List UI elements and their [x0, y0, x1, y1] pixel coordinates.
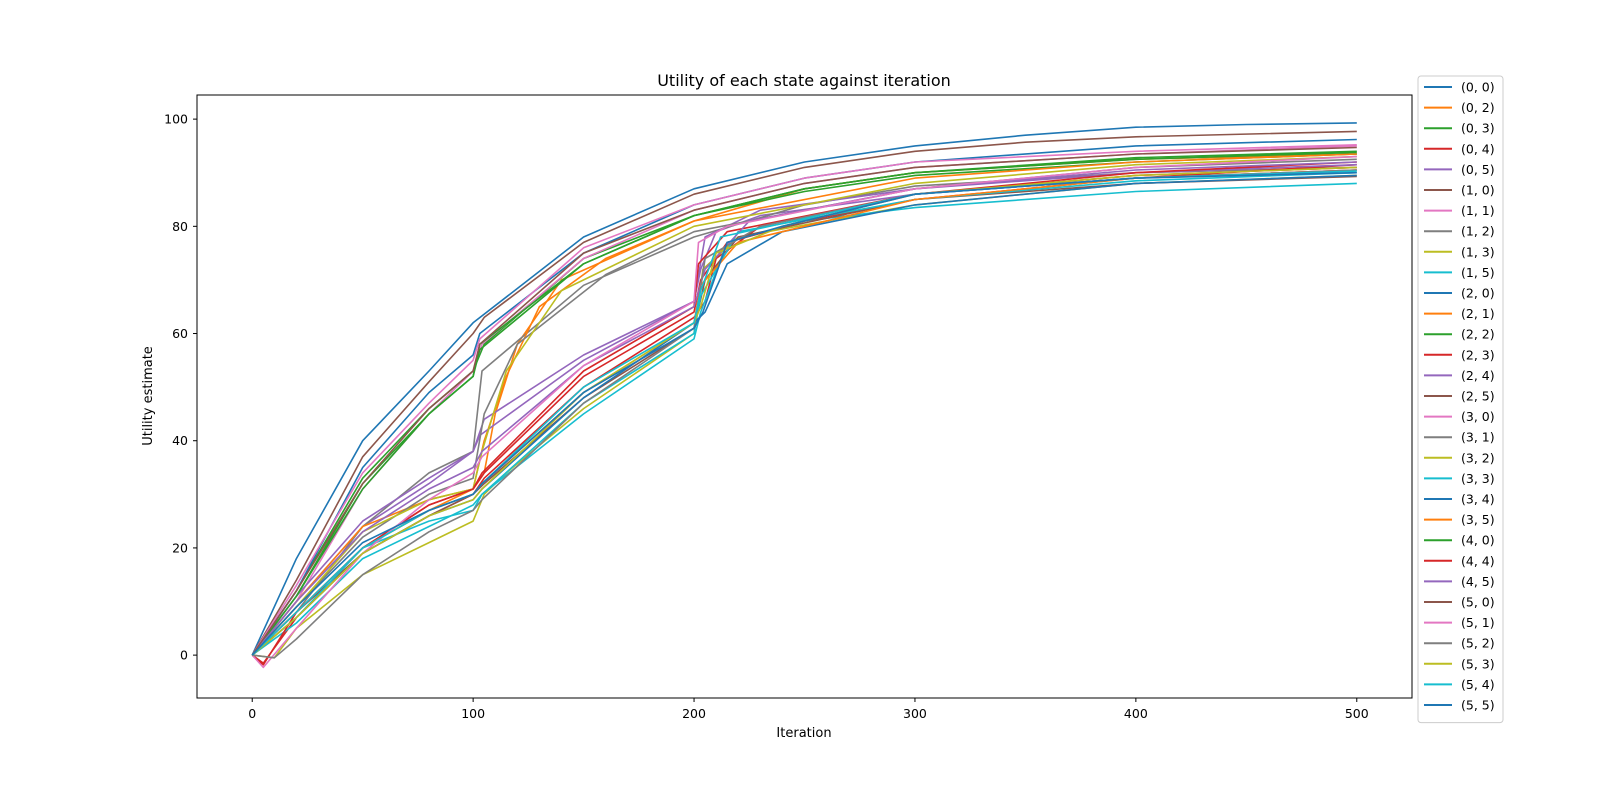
legend-label: (2, 5) [1461, 389, 1495, 404]
series-line-0 [251, 122, 1357, 656]
series-line-25 [251, 146, 1357, 656]
x-tick-label: 300 [903, 706, 927, 721]
series-line-17 [251, 158, 1357, 656]
x-tick-label: 200 [682, 706, 706, 721]
legend-label: (4, 0) [1461, 533, 1495, 548]
legend-label: (0, 5) [1461, 162, 1495, 177]
legend-label: (2, 3) [1461, 347, 1495, 362]
legend-label: (3, 0) [1461, 409, 1495, 424]
legend-label: (4, 5) [1461, 574, 1495, 589]
series-line-22 [251, 151, 1357, 656]
legend-label: (3, 1) [1461, 430, 1495, 445]
series-line-11 [251, 153, 1357, 656]
legend-label: (1, 0) [1461, 183, 1495, 198]
x-tick-label: 100 [461, 706, 485, 721]
series-line-16 [251, 144, 1357, 656]
legend-label: (5, 3) [1461, 656, 1495, 671]
series-line-9 [251, 182, 1357, 656]
legend-label: (2, 2) [1461, 327, 1495, 342]
legend-label: (5, 5) [1461, 698, 1495, 713]
series-line-23 [251, 161, 1357, 666]
series-line-5 [251, 130, 1357, 656]
series-line-26 [251, 155, 1357, 669]
series-line-30 [251, 171, 1357, 656]
legend-label: (0, 4) [1461, 141, 1495, 156]
series-line-8 [252, 174, 1357, 659]
legend-label: (2, 1) [1461, 306, 1495, 321]
series-layer [251, 122, 1357, 669]
legend-label: (1, 5) [1461, 265, 1495, 280]
legend-label: (2, 4) [1461, 368, 1495, 383]
x-axis-label: Iteration [776, 726, 831, 741]
series-line-28 [251, 166, 1357, 656]
legend-label: (5, 2) [1461, 636, 1495, 651]
legend-label: (5, 0) [1461, 595, 1495, 610]
legend-label: (1, 2) [1461, 224, 1495, 239]
legend-label: (0, 2) [1461, 100, 1495, 115]
y-tick-label: 80 [172, 219, 188, 234]
series-line-24 [251, 161, 1357, 656]
series-line-21 [251, 169, 1357, 656]
legend-label: (4, 4) [1461, 553, 1495, 568]
x-tick-label: 400 [1124, 706, 1148, 721]
plot-frame [196, 94, 1413, 699]
legend-label: (1, 3) [1461, 244, 1495, 259]
legend-label: (3, 4) [1461, 492, 1495, 507]
legend-label: (5, 4) [1461, 677, 1495, 692]
legend-label: (1, 1) [1461, 203, 1495, 218]
legend-label: (2, 0) [1461, 286, 1495, 301]
legend: (0, 0) (0, 2) (0, 3) (0, 4) (0, 5) (1, 0) (1, … [1417, 75, 1504, 724]
legend-label: (0, 3) [1461, 121, 1495, 136]
y-tick-label: 100 [164, 112, 188, 127]
x-tick-label: 0 [248, 706, 256, 721]
series-line-29 [251, 170, 1357, 656]
y-tick-label: 60 [172, 326, 188, 341]
series-line-7 [251, 166, 1357, 656]
legend-label: (5, 1) [1461, 615, 1495, 630]
chart-title: Utility of each state against iteration [657, 71, 951, 90]
y-tick-label: 40 [172, 433, 188, 448]
legend-label: (3, 2) [1461, 450, 1495, 465]
x-tick-label: 500 [1345, 706, 1369, 721]
y-tick-label: 0 [180, 648, 188, 663]
y-tick-label: 20 [172, 540, 188, 555]
legend-label: (0, 0) [1461, 80, 1495, 95]
legend-label: (3, 5) [1461, 512, 1495, 527]
series-line-14 [251, 163, 1357, 656]
ticks-layer: 0 100 200 300 400 500 0 20 40 60 80 100 [164, 112, 1369, 721]
series-line-13 [251, 163, 1357, 656]
series-line-4 [251, 169, 1357, 656]
legend-label: (3, 3) [1461, 471, 1495, 486]
y-axis-label: Utility estimate [141, 346, 156, 446]
